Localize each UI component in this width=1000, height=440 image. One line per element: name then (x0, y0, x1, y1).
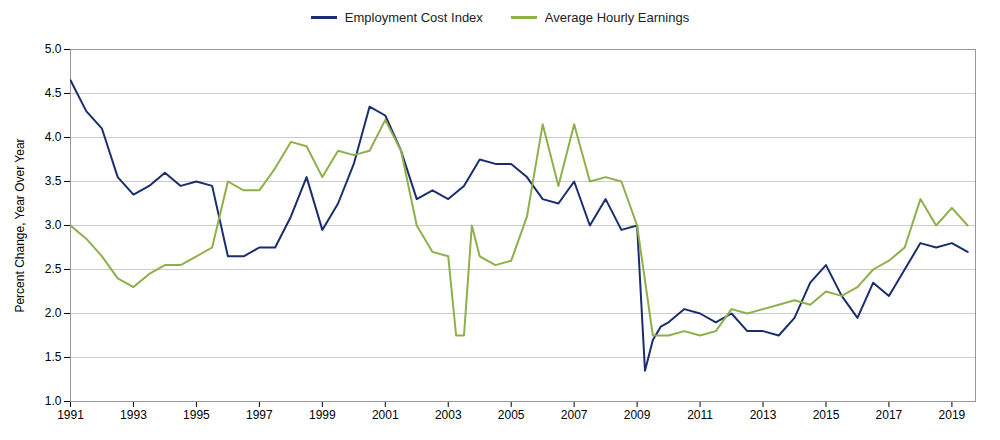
svg-text:2017: 2017 (876, 408, 903, 422)
svg-text:2011: 2011 (687, 408, 713, 422)
svg-text:2013: 2013 (750, 408, 777, 422)
svg-text:2.0: 2.0 (45, 306, 62, 320)
svg-text:2009: 2009 (624, 408, 651, 422)
svg-text:1.0: 1.0 (45, 394, 62, 408)
html-text:Employment Cost Index: Employment Cost Index (344, 9, 483, 25)
svg-text:1993: 1993 (120, 408, 147, 422)
svg-text:1995: 1995 (183, 408, 210, 422)
svg-text:4.5: 4.5 (45, 86, 62, 100)
svg-text:4.0: 4.0 (45, 130, 62, 144)
svg-text:2019: 2019 (939, 408, 966, 422)
svg-text:Percent Change, Year Over Year: Percent Change, Year Over Year (13, 138, 27, 312)
svg-text:1997: 1997 (246, 408, 273, 422)
svg-text:5.0: 5.0 (45, 42, 62, 56)
svg-text:3.0: 3.0 (45, 218, 62, 232)
svg-text:2015: 2015 (813, 408, 840, 422)
svg-text:2007: 2007 (561, 408, 588, 422)
svg-text:1.5: 1.5 (45, 350, 62, 364)
svg-text:1991: 1991 (57, 408, 84, 422)
html-text:Average Hourly Earnings: Average Hourly Earnings (544, 9, 690, 25)
svg-text:2001: 2001 (372, 408, 399, 422)
svg-text:1999: 1999 (309, 408, 336, 422)
svg-text:2005: 2005 (498, 408, 525, 422)
svg-text:3.5: 3.5 (45, 174, 62, 188)
svg-text:2003: 2003 (435, 408, 462, 422)
svg-text:2.5: 2.5 (45, 262, 62, 276)
